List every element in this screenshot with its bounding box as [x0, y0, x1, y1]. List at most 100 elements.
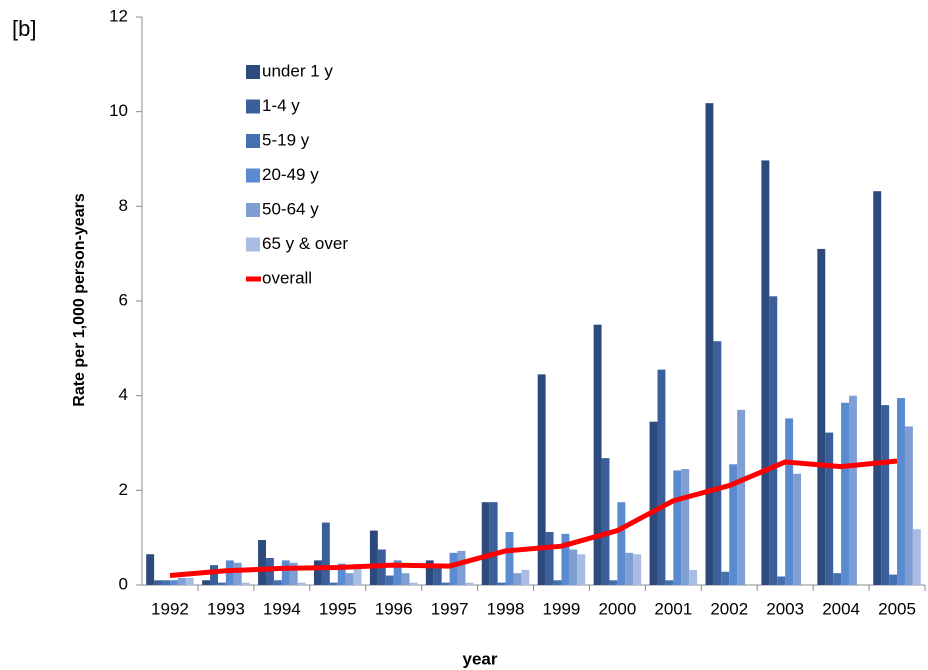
- bar: [385, 575, 394, 585]
- bar: [393, 560, 402, 585]
- x-tick-label: 1992: [151, 599, 189, 618]
- bar: [297, 582, 306, 585]
- bar: [633, 554, 642, 585]
- chart-title: [b]: [12, 16, 36, 41]
- bar: [593, 324, 602, 585]
- bar: [649, 421, 658, 585]
- y-tick-label: 8: [119, 196, 128, 215]
- bar: [904, 426, 913, 585]
- bar: [912, 529, 921, 585]
- y-tick-label: 12: [109, 6, 128, 25]
- bar: [625, 552, 634, 585]
- bar: [705, 103, 714, 585]
- bar: [465, 582, 474, 585]
- bar: [241, 582, 250, 585]
- bar: [146, 554, 155, 585]
- x-tick-label: 2005: [878, 599, 916, 618]
- legend-label: 65 y & over: [262, 234, 348, 253]
- y-tick-label: 0: [119, 574, 128, 593]
- legend-swatch: [246, 203, 260, 217]
- x-tick-label: 1995: [319, 599, 357, 618]
- bar: [313, 560, 322, 585]
- bar: [833, 573, 842, 585]
- legend-label: 1-4 y: [262, 96, 300, 115]
- bar: [281, 560, 290, 585]
- x-tick-label: 2001: [654, 599, 692, 618]
- legend-label: 50-64 y: [262, 199, 319, 218]
- legend-label: 20-49 y: [262, 165, 319, 184]
- x-tick-label: 2002: [710, 599, 748, 618]
- legend-swatch: [246, 134, 260, 148]
- bar: [369, 530, 378, 585]
- x-tick-label: 2004: [822, 599, 860, 618]
- bar: [609, 580, 618, 585]
- legend-label: under 1 y: [262, 61, 333, 80]
- bar: [665, 580, 674, 585]
- bar: [329, 582, 338, 585]
- y-tick-label: 10: [109, 101, 128, 120]
- bar: [449, 552, 458, 585]
- bar: [873, 191, 882, 586]
- bar: [177, 577, 186, 585]
- legend-label: overall: [262, 268, 312, 287]
- x-tick-label: 1999: [543, 599, 581, 618]
- bar: [537, 374, 546, 585]
- bar: [673, 470, 682, 585]
- bar: [769, 296, 778, 585]
- legend-label: 5-19 y: [262, 130, 310, 149]
- bar: [889, 574, 898, 585]
- bar: [162, 580, 170, 585]
- bar: [345, 573, 354, 585]
- x-tick-label: 1994: [263, 599, 301, 618]
- bar: [681, 469, 690, 585]
- x-tick-label: 1996: [375, 599, 413, 618]
- y-tick-label: 4: [119, 385, 128, 404]
- bar: [457, 550, 466, 585]
- bar: [210, 565, 218, 585]
- x-tick-label: 2003: [766, 599, 804, 618]
- x-tick-label: 1997: [431, 599, 469, 618]
- legend-swatch: [246, 168, 260, 183]
- bar: [577, 554, 586, 585]
- bar: [289, 562, 298, 585]
- bar: [553, 580, 562, 585]
- bar: [849, 395, 857, 585]
- bar: [265, 558, 274, 585]
- y-tick-label: 2: [119, 480, 128, 499]
- bar: [202, 580, 211, 585]
- line: [169, 458, 898, 579]
- bar: [353, 567, 362, 585]
- bar: [409, 582, 418, 585]
- legend-swatch: [246, 99, 260, 114]
- bar: [817, 248, 826, 585]
- bar: [233, 562, 242, 585]
- bar: [505, 531, 514, 585]
- bar: [521, 569, 530, 585]
- bar: [489, 502, 498, 585]
- bar: [785, 418, 794, 585]
- bar: [657, 369, 666, 585]
- bar: [258, 540, 266, 585]
- bar: [513, 573, 522, 585]
- bar: [481, 502, 490, 585]
- bar: [737, 409, 746, 585]
- bar: [337, 563, 346, 585]
- bar: [273, 580, 282, 585]
- bar: [401, 573, 410, 585]
- bar: [154, 580, 163, 585]
- x-tick-label: 1998: [487, 599, 525, 618]
- bar: [721, 571, 730, 585]
- bar: [881, 405, 890, 585]
- bar: [185, 577, 194, 585]
- legend-swatch: [246, 65, 260, 79]
- x-tick-label: 1993: [207, 599, 245, 618]
- bar: [761, 160, 770, 586]
- x-axis-label: year: [463, 649, 498, 668]
- bar: [825, 432, 834, 585]
- bar: [569, 549, 578, 585]
- bar: [169, 580, 178, 585]
- legend-swatch: [246, 237, 260, 252]
- bar: [713, 341, 722, 585]
- bar: [561, 533, 570, 585]
- bar: [689, 569, 698, 585]
